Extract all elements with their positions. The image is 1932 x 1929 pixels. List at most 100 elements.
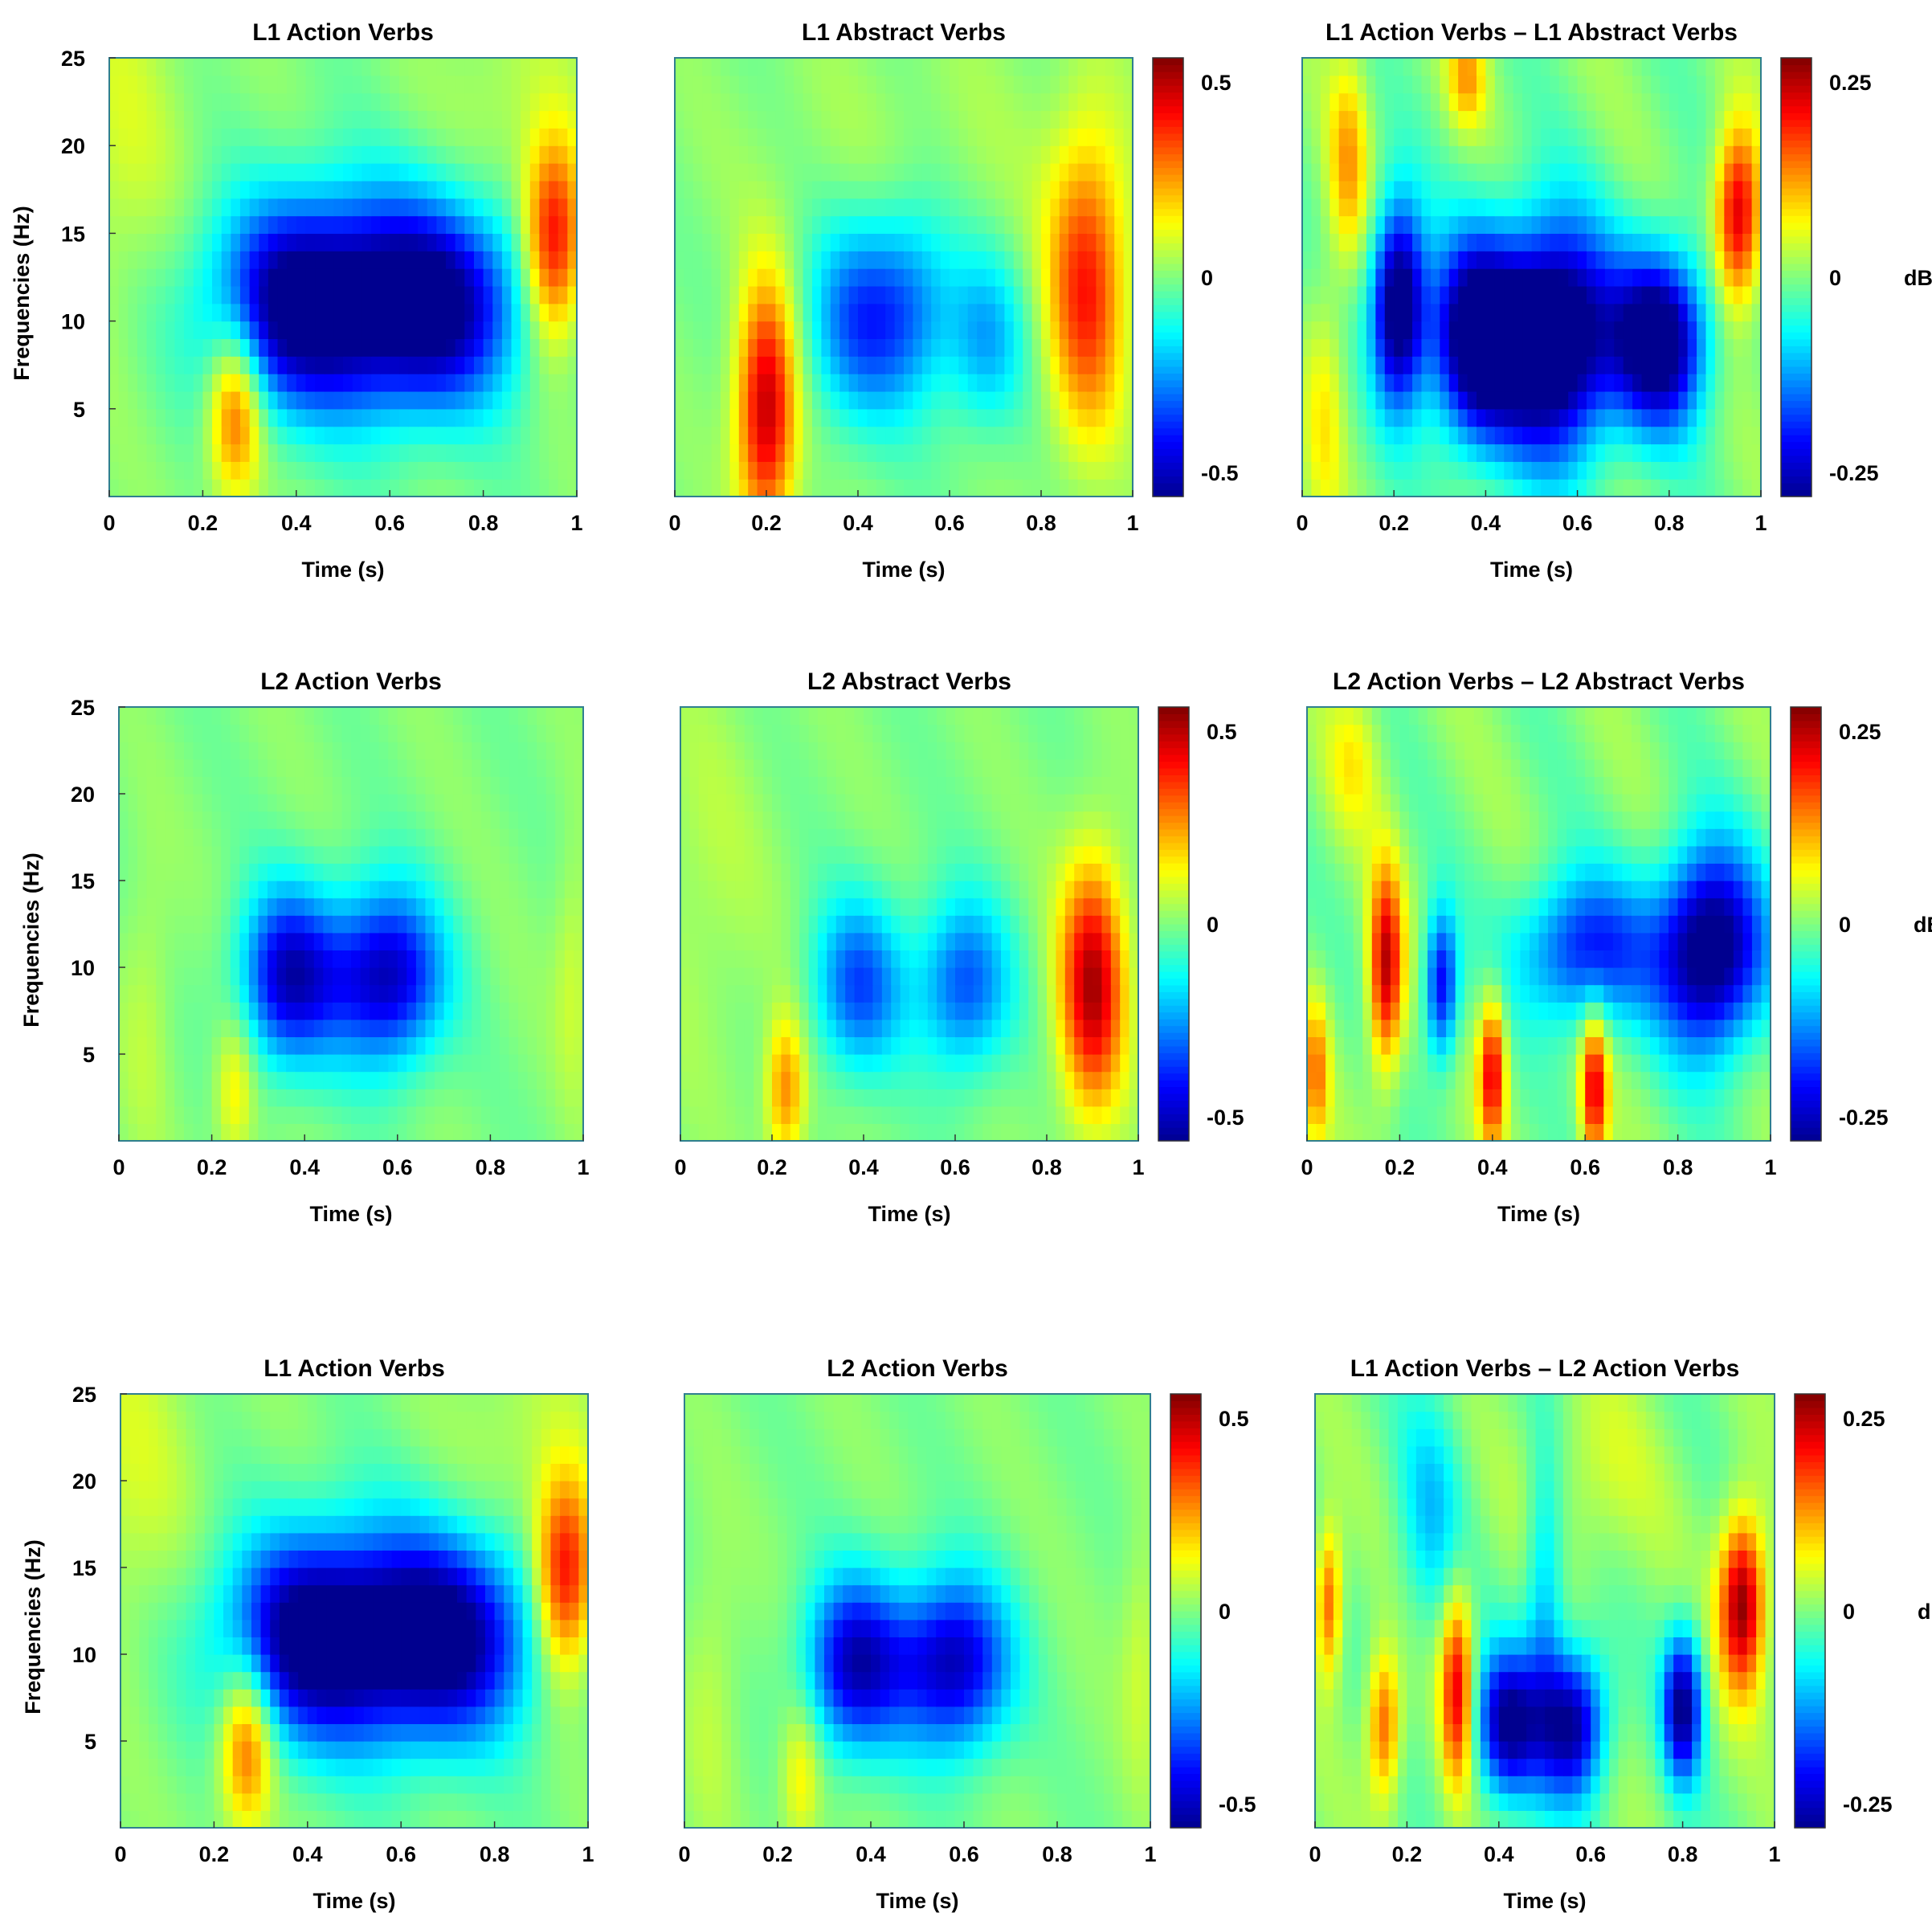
heatmap-cell <box>156 828 166 847</box>
heatmap-cell <box>1531 390 1542 410</box>
heatmap-cell <box>549 198 559 217</box>
heatmap-cell <box>803 390 813 410</box>
heatmap-cell <box>324 145 334 164</box>
heatmap-cell <box>995 128 1005 146</box>
heatmap-cell <box>738 426 749 445</box>
heatmap-cell <box>230 1089 240 1107</box>
heatmap-cell <box>351 1105 361 1124</box>
heatmap-cell <box>675 390 684 410</box>
heatmap-cell <box>332 932 343 950</box>
heatmap-cell <box>1751 426 1762 445</box>
heatmap-cell <box>408 303 419 322</box>
heatmap-cell <box>958 461 969 480</box>
heatmap-cell <box>443 811 454 829</box>
heatmap-cell <box>258 1089 268 1107</box>
heatmap-cell <box>527 932 537 950</box>
heatmap-cell <box>967 390 978 410</box>
heatmap-cell <box>539 58 549 76</box>
heatmap-cell <box>1394 233 1404 251</box>
heatmap-cell <box>406 950 417 968</box>
heatmap-cell <box>757 163 767 182</box>
colorbar-swatch <box>1781 455 1812 463</box>
colorbar-swatch <box>1153 291 1183 299</box>
heatmap-cell <box>473 390 484 410</box>
heatmap-cell <box>921 303 932 322</box>
heatmap-cell <box>958 163 969 182</box>
heatmap-cell <box>1714 215 1725 234</box>
heatmap-cell <box>137 215 148 234</box>
heatmap-cell <box>748 479 758 497</box>
heatmap-cell <box>501 75 513 94</box>
heatmap-cell <box>527 897 537 916</box>
heatmap-cell <box>296 285 307 304</box>
heatmap-cell <box>455 461 465 480</box>
heatmap-cell <box>848 110 859 129</box>
heatmap-cell <box>408 390 419 410</box>
heatmap-cell <box>1697 92 1707 112</box>
heatmap-cell <box>1632 408 1643 427</box>
heatmap-cell <box>174 198 185 217</box>
heatmap-cell <box>296 251 307 269</box>
heatmap-cell <box>480 897 491 916</box>
y-tick-label: 25 <box>61 47 85 71</box>
heatmap-cell <box>183 1123 194 1142</box>
heatmap-cell <box>398 426 410 445</box>
heatmap-cell <box>511 163 521 182</box>
heatmap-cell <box>839 303 850 322</box>
heatmap-cell <box>378 863 389 881</box>
heatmap-cell <box>564 1105 575 1124</box>
heatmap-cell <box>415 845 427 864</box>
heatmap-cell <box>1513 338 1523 357</box>
heatmap-cell <box>351 794 361 812</box>
heatmap-cell <box>276 811 287 829</box>
heatmap-cell <box>397 863 407 881</box>
heatmap-cell <box>1687 356 1697 374</box>
heatmap-cell <box>521 268 531 287</box>
heatmap-cell <box>1059 215 1069 234</box>
heatmap-cell <box>480 845 491 864</box>
heatmap-cell <box>1678 215 1689 234</box>
heatmap-cell <box>1697 268 1707 287</box>
heatmap-cell <box>473 303 484 322</box>
heatmap-cell <box>537 828 547 847</box>
heatmap-cell <box>378 1123 389 1142</box>
heatmap-cell <box>986 426 996 445</box>
heatmap-cell <box>876 215 886 234</box>
heatmap-cell <box>1357 321 1367 340</box>
heatmap-cell <box>118 145 129 164</box>
heatmap-cell <box>1660 180 1670 199</box>
heatmap-cell <box>1013 110 1023 129</box>
heatmap-cell <box>370 356 382 374</box>
heatmap-cell <box>839 198 850 217</box>
heatmap-cell <box>757 268 767 287</box>
heatmap-cell <box>1004 390 1015 410</box>
heatmap-cell <box>692 285 703 304</box>
heatmap-cell <box>1041 285 1051 304</box>
heatmap-cell <box>455 321 465 340</box>
heatmap-cell <box>511 479 521 497</box>
heatmap-cell <box>1540 408 1550 427</box>
heatmap-cell <box>1587 390 1597 410</box>
heatmap-cell <box>231 461 241 480</box>
heatmap-cell <box>1742 408 1753 427</box>
heatmap-cell <box>1558 443 1569 462</box>
heatmap-cell <box>894 285 905 304</box>
heatmap-cell <box>1614 321 1624 340</box>
heatmap-cell <box>1595 374 1606 392</box>
heatmap-cell <box>277 321 288 340</box>
heatmap-cell <box>490 897 500 916</box>
heatmap-cell <box>1687 443 1697 462</box>
heatmap-cell <box>1550 198 1560 217</box>
heatmap-cell <box>931 163 941 182</box>
heatmap-cell <box>165 915 175 934</box>
heatmap-cell <box>1077 163 1088 182</box>
heatmap-cell <box>839 356 850 374</box>
heatmap-cell <box>527 950 537 968</box>
heatmap-cell <box>511 180 521 199</box>
heatmap-cell <box>885 128 896 146</box>
heatmap-cell <box>128 1036 138 1055</box>
heatmap-cell <box>1440 338 1450 357</box>
heatmap-cell <box>1375 128 1386 146</box>
heatmap-cell <box>986 198 996 217</box>
